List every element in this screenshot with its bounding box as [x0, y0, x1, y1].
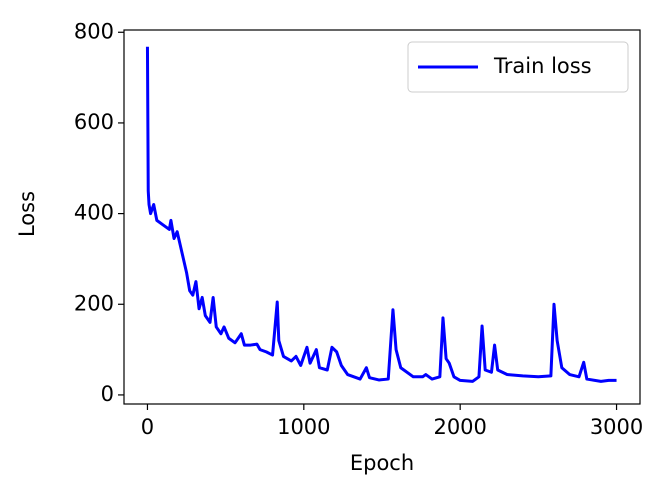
legend-label: Train loss — [493, 54, 592, 78]
x-tick-label: 2000 — [433, 415, 486, 439]
x-axis-label: Epoch — [350, 451, 414, 475]
x-tick-label: 1000 — [277, 415, 330, 439]
x-tick-label: 0 — [141, 415, 154, 439]
y-axis-label: Loss — [15, 191, 39, 237]
line — [145, 46, 617, 383]
y-tick-label: 200 — [74, 291, 114, 315]
y-tick-label: 0 — [101, 382, 114, 406]
y-tick-label: 400 — [74, 201, 114, 225]
y-tick-label: 800 — [74, 19, 114, 43]
x-tick-label: 3000 — [590, 415, 643, 439]
plot-frame — [123, 29, 641, 405]
y-tick-label: 600 — [74, 110, 114, 134]
legend-box — [407, 41, 629, 93]
